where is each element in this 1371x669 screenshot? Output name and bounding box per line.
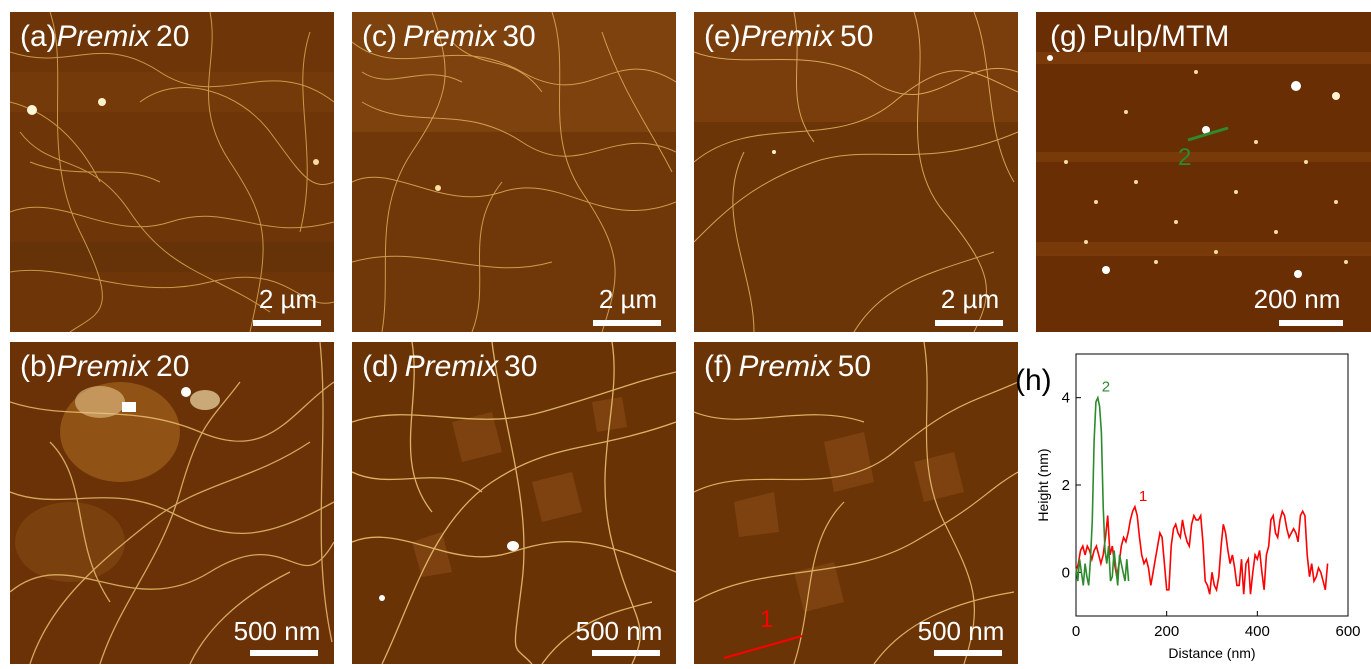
afm-panel-c: (c) Premix 30 2 µm [352, 12, 676, 332]
scale-bar-g [1279, 320, 1343, 326]
afm-image-b [10, 342, 334, 664]
afm-image-g [1036, 12, 1371, 332]
scale-bar-c [593, 320, 661, 326]
scale-bar-a [253, 320, 321, 326]
panel-label-e: (e)Premix 50 [704, 20, 874, 53]
scale-bar-label-e: 2 µm [940, 284, 1000, 314]
series-label-2: 2 [1102, 379, 1110, 396]
scale-bar-label-c: 2 µm [598, 284, 658, 314]
scale-bar-b [250, 650, 318, 656]
afm-image-a [10, 12, 334, 332]
chart-panel-label: (h) [1015, 364, 1052, 397]
y-tick-label: 4 [1062, 390, 1070, 407]
scale-bar-label-d: 500 nm [575, 616, 663, 646]
series-line-2 [1075, 395, 1130, 586]
profile-marker-1: 1 [760, 606, 774, 633]
afm-panel-e: (e)Premix 50 2 µm [694, 12, 1018, 332]
panel-label-g: (g) Pulp/MTM [1050, 20, 1230, 53]
x-tick-label: 600 [1335, 623, 1360, 640]
afm-image-f [694, 342, 1018, 664]
scale-bar-label-f: 500 nm [917, 616, 1005, 646]
x-tick-label: 400 [1245, 623, 1270, 640]
data-series [1075, 395, 1329, 595]
afm-image-e [694, 12, 1018, 332]
panel-label-d: (d) Premix 30 [362, 350, 538, 383]
series-label-1: 1 [1139, 488, 1147, 505]
scale-bar-e [935, 320, 1003, 326]
scale-bar-f [934, 650, 1002, 656]
afm-image-c [352, 12, 676, 332]
scale-bar-d [592, 650, 660, 656]
axis-ticks: 0 200 400 600 0 2 4 [1062, 390, 1361, 640]
scale-bar-label-g: 200 nm [1253, 284, 1341, 314]
x-tick-label: 0 [1072, 623, 1080, 640]
afm-panel-b: (b)Premix 20 500 nm [10, 342, 334, 664]
panel-label-a: (a)Premix 20 [20, 20, 190, 53]
y-tick-label: 2 [1062, 477, 1070, 494]
afm-panel-f: (f) Premix 50 1 500 nm [694, 342, 1018, 664]
panel-label-f: (f) Premix 50 [704, 350, 872, 383]
panel-label-c: (c) Premix 30 [362, 20, 536, 53]
afm-panel-g: (g) Pulp/MTM 2 200 nm [1036, 12, 1371, 332]
afm-image-d [352, 342, 676, 664]
x-axis-label: Distance (nm) [1168, 645, 1255, 661]
afm-panel-d: (d) Premix 30 500 nm [352, 342, 676, 664]
series-labels: 12 [1102, 379, 1148, 505]
y-axis-label: Height (nm) [1035, 448, 1051, 521]
profile-marker-2: 2 [1178, 144, 1192, 171]
x-tick-label: 200 [1154, 623, 1179, 640]
scale-bar-label-a: 2 µm [258, 284, 318, 314]
panel-label-b: (b)Premix 20 [20, 350, 190, 383]
afm-panel-a: (a)Premix 20 2 µm [10, 12, 334, 332]
scale-bar-label-b: 500 nm [233, 616, 321, 646]
y-tick-label: 0 [1062, 564, 1070, 581]
